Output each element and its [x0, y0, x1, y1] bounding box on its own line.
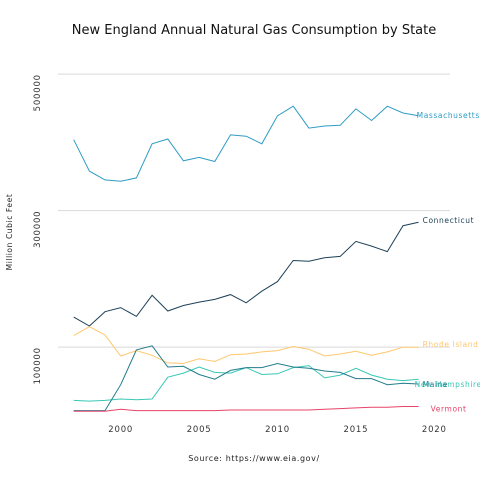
y-axis-title: Million Cubic Feet: [5, 194, 14, 271]
x-tick-label: 2000: [108, 425, 133, 435]
x-tick-label: 2010: [265, 425, 290, 435]
series-line-massachusetts: [73, 105, 419, 182]
series-label-massachusetts: Massachusetts: [417, 111, 480, 120]
y-axis-ticks: 100000 300000 500000: [33, 74, 43, 384]
y-tick-label: 300000: [33, 211, 43, 248]
x-tick-label: 2005: [187, 425, 212, 435]
series-label-vermont: Vermont: [431, 405, 467, 414]
series-label-maine: Maine: [423, 380, 449, 389]
gridlines: [58, 73, 450, 348]
series-line-rhode-island: [73, 326, 419, 365]
series-line-connecticut: [73, 221, 419, 327]
series-label-connecticut: Connecticut: [423, 216, 475, 225]
series-label-rhode-island: Rhode Island: [423, 340, 479, 349]
series-line-new-hampshire: [73, 365, 419, 402]
x-tick-label: 2020: [422, 425, 447, 435]
series-label-new-hampshire: New Hampshire: [415, 380, 480, 389]
series-labels: Massachusetts Connecticut Rhode Island New …: [415, 111, 480, 414]
series-line-vermont: [73, 406, 419, 412]
series-line-maine: [73, 345, 419, 412]
y-tick-label: 100000: [33, 347, 43, 384]
source-note: Source: https://www.eia.gov/: [188, 454, 320, 463]
chart-title: New England Annual Natural Gas Consumpti…: [72, 23, 436, 38]
x-tick-label: 2015: [343, 425, 368, 435]
x-axis-ticks: 2000 2005 2010 2015 2020: [108, 425, 446, 435]
series-lines: [73, 105, 419, 412]
y-tick-label: 500000: [33, 74, 43, 111]
